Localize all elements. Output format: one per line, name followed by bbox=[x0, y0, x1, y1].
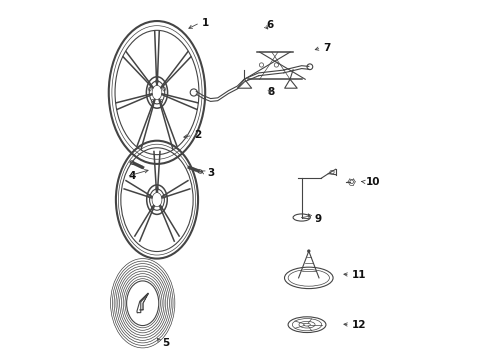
Text: 12: 12 bbox=[351, 320, 366, 330]
Text: 9: 9 bbox=[313, 214, 321, 224]
Text: 3: 3 bbox=[206, 168, 214, 178]
Text: 4: 4 bbox=[128, 171, 136, 181]
Circle shape bbox=[307, 250, 309, 252]
Text: 8: 8 bbox=[267, 87, 274, 98]
Text: 7: 7 bbox=[323, 43, 330, 53]
Text: 2: 2 bbox=[194, 130, 202, 140]
Text: 5: 5 bbox=[162, 338, 169, 347]
Text: 10: 10 bbox=[365, 177, 380, 187]
Text: 6: 6 bbox=[265, 19, 273, 30]
Text: 1: 1 bbox=[201, 18, 208, 28]
Text: 11: 11 bbox=[351, 270, 366, 280]
